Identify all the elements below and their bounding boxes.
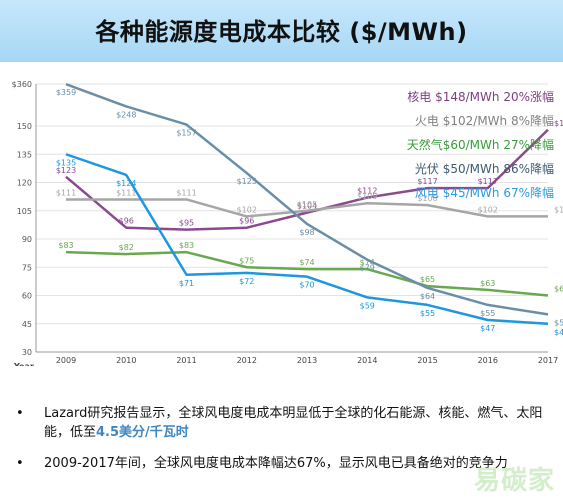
page-title: 各种能源度电成本比较 ($/MWh) [95, 18, 468, 46]
bullet-dot: • [16, 406, 24, 421]
legend-entry-gas: 天然气$60/MWh 27%降幅 [406, 138, 554, 152]
legend-entry-coal: 火电 $102/MWh 8%降幅 [414, 114, 554, 128]
data-label: $50 [554, 318, 563, 327]
data-label: $95 [179, 219, 194, 228]
series-line-天然气 [65, 250, 549, 297]
data-label: $104 [297, 202, 317, 211]
bullet-text: Lazard研究报告显示，全球风电度电成本明显低于全球的化石能源、核能、燃气、太… [44, 406, 543, 440]
data-label: $82 [119, 243, 134, 252]
data-label: $55 [420, 309, 435, 318]
data-label: $109 [357, 192, 377, 201]
y-tick-label: $360 [12, 80, 32, 89]
chart-legend: 核电 $148/MWh 20%涨幅 火电 $102/MWh 8%降幅 天然气$6… [407, 89, 554, 209]
x-tick-label: 2017 [538, 356, 558, 365]
x-tick-label: 2010 [116, 356, 136, 365]
data-label: $45 [554, 328, 563, 337]
data-label: $124 [116, 179, 136, 188]
bullet-text: 2009-2017年间，全球风电度电成本降幅达67%，显示风电已具备绝对的竞争力 [44, 456, 508, 471]
data-label: $83 [179, 241, 194, 250]
x-tick-label: 2011 [176, 356, 196, 365]
y-tick-label: 120 [17, 179, 32, 188]
watermark-logo: 易碳家 [473, 466, 555, 496]
x-tick-label: 2015 [417, 356, 437, 365]
bullet-dot: • [16, 456, 24, 471]
data-label: $96 [239, 217, 254, 226]
legend-entry-wind: 风电 $45/MWh 67%降幅 [414, 186, 554, 200]
series-line-核电 [65, 128, 549, 231]
data-label: $47 [480, 324, 495, 333]
data-label: $70 [299, 281, 314, 290]
data-label: $248 [116, 110, 136, 119]
x-tick-label: 2009 [56, 356, 76, 365]
data-label: $359 [56, 88, 76, 97]
x-tick-label: 2013 [297, 356, 317, 365]
data-label: $148 [554, 119, 563, 128]
title-bar: 各种能源度电成本比较 ($/MWh) [0, 0, 563, 62]
data-label: $117 [478, 177, 498, 186]
data-label: $79 [360, 264, 375, 273]
data-label: $111 [56, 188, 76, 197]
data-label: $71 [179, 279, 194, 288]
data-label: $74 [299, 258, 314, 267]
data-label: $111 [116, 188, 136, 197]
data-label: $117 [417, 177, 437, 186]
x-tick-label: 2016 [478, 356, 498, 365]
data-label: $72 [239, 277, 254, 286]
data-label: $64 [420, 292, 435, 301]
data-label: $108 [417, 194, 437, 203]
bullet-item: • 2009-2017年间，全球风电度电成本降幅达67%，显示风电已具备绝对的竞… [14, 454, 554, 473]
y-tick-label: 30 [22, 348, 32, 357]
data-label: $83 [58, 241, 73, 250]
y-tick-label: 150 [17, 122, 32, 131]
series-line-火电 [66, 198, 548, 218]
data-label: $63 [480, 279, 495, 288]
y-tick-label: 90 [22, 235, 32, 244]
bullet-item: • Lazard研究报告显示，全球风电度电成本明显低于全球的化石能源、核能、燃气… [14, 404, 554, 442]
series-line-光伏 [65, 83, 549, 316]
data-label: $157 [176, 129, 196, 138]
cost-line-chart: $360 150 135 120 105 90 75 60 45 30 2009 2010 2011 20… [12, 80, 563, 366]
data-label: $135 [56, 158, 76, 167]
x-tick-label: 2012 [237, 356, 257, 365]
data-label: $105 [297, 200, 317, 209]
x-tick-label: 2014 [357, 356, 377, 365]
y-tick-label: 45 [22, 320, 32, 329]
x-axis-label: Year [13, 362, 34, 366]
legend-entry-nuclear: 核电 $148/MWh 20%涨幅 [407, 90, 554, 104]
bullet-list: • Lazard研究报告显示，全球风电度电成本明显低于全球的化石能源、核能、燃气… [14, 404, 554, 485]
y-tick-label: 75 [22, 263, 32, 272]
y-tick-label: 105 [17, 207, 32, 216]
y-tick-label: 135 [17, 150, 32, 159]
data-label: $98 [299, 228, 314, 237]
data-label: $65 [420, 275, 435, 284]
data-label: $125 [237, 177, 257, 186]
data-label: $55 [480, 309, 495, 318]
data-label: $75 [239, 256, 254, 265]
legend-entry-solar: 光伏 $50/MWh 86%降幅 [414, 162, 554, 176]
data-label: $112 [357, 187, 377, 196]
data-label: $102 [237, 205, 257, 214]
data-label: $111 [176, 188, 196, 197]
data-label: $102 [478, 205, 498, 214]
data-label: $59 [360, 301, 375, 310]
data-label: $123 [56, 166, 76, 175]
data-label: $60 [554, 285, 563, 294]
data-label: $96 [119, 217, 134, 226]
series-line-风电 [65, 153, 549, 325]
data-label: $74 [360, 258, 375, 267]
bullet-highlight: 4.5美分/千瓦时 [96, 425, 189, 440]
y-tick-label: 60 [22, 292, 32, 301]
data-label: $102 [554, 205, 563, 214]
